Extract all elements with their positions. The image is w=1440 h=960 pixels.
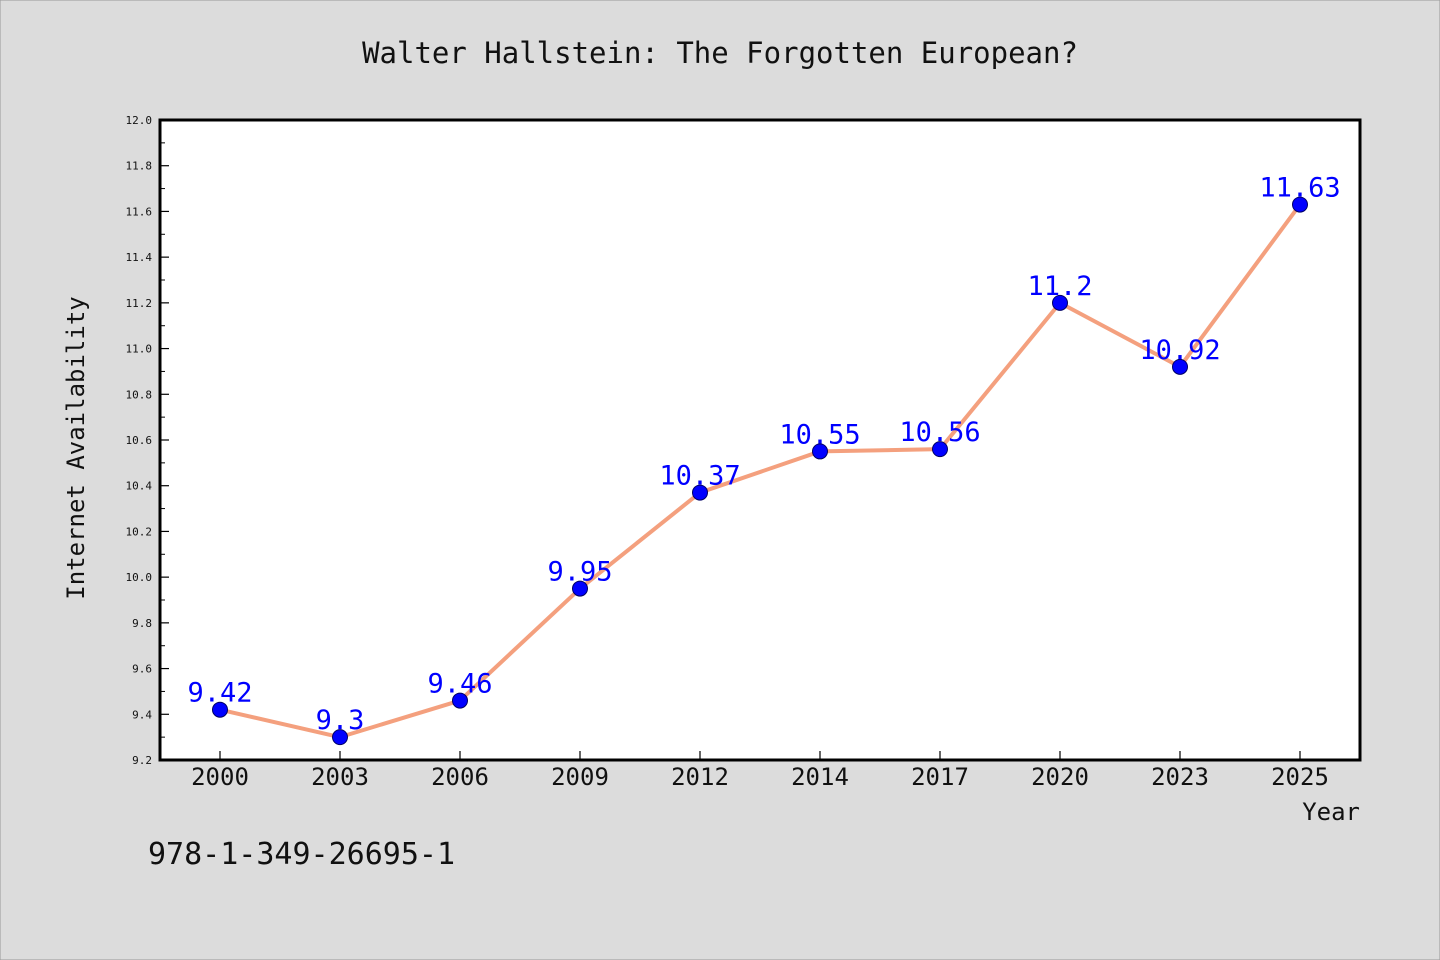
y-tick-label: 9.6: [132, 663, 152, 676]
y-tick-label: 9.2: [132, 754, 152, 767]
y-axis-label: Internet Availability: [62, 296, 90, 599]
data-label: 10.37: [659, 461, 740, 492]
y-tick-label: 10.4: [126, 480, 153, 493]
data-label: 10.56: [899, 417, 980, 448]
data-labels: 9.42 9.3 9.46 9.95 10.37 10.55 10.56 11.2 10.92 1…: [187, 173, 1340, 737]
data-point: [692, 484, 708, 501]
y-tick-label: 11.6: [126, 205, 153, 218]
y-tick-label: 11.0: [126, 343, 153, 356]
y-axis-ticks: 9.2 9.4 9.6 9.8 10.0 10.2 10.4 10.6 10.8 11.0 11.2…: [126, 114, 169, 767]
chart-title: Walter Hallstein: The Forgotten European…: [362, 36, 1078, 70]
data-label: 9.3: [316, 705, 365, 736]
y-tick-label: 10.2: [126, 525, 153, 538]
x-tick-label: 2003: [311, 763, 369, 791]
y-tick-label: 10.6: [126, 434, 153, 447]
data-label: 10.55: [779, 419, 860, 450]
x-tick-label: 2025: [1271, 763, 1329, 791]
y-tick-label: 9.8: [132, 617, 152, 630]
data-point: [812, 443, 828, 460]
y-tick-label: 11.8: [126, 160, 153, 173]
data-label: 11.2: [1027, 271, 1092, 302]
y-tick-label: 10.8: [126, 388, 153, 401]
data-label: 11.63: [1259, 173, 1340, 204]
x-axis-ticks: 2000 2003 2006 2009 2012 2014 2017 2020 2023 2025: [191, 751, 1329, 791]
x-tick-label: 2009: [551, 763, 609, 791]
data-label: 9.46: [427, 669, 492, 700]
x-tick-label: 2020: [1031, 763, 1089, 791]
x-tick-label: 2000: [191, 763, 249, 791]
x-axis-label: Year: [1302, 798, 1360, 826]
plot-frame: [158, 118, 1362, 762]
data-point: [932, 441, 948, 458]
data-point: [212, 701, 228, 718]
y-tick-label: 9.4: [132, 708, 152, 721]
data-point: [1052, 294, 1068, 311]
data-label: 10.92: [1139, 335, 1220, 366]
data-point: [332, 729, 348, 746]
data-label: 9.42: [187, 678, 252, 709]
data-point: [1172, 358, 1188, 375]
data-point: [452, 692, 468, 709]
data-point: [1292, 196, 1308, 213]
y-tick-label: 11.4: [126, 251, 153, 264]
series-markers: [212, 196, 1308, 746]
data-point: [572, 580, 588, 597]
x-tick-label: 2006: [431, 763, 489, 791]
data-label: 9.95: [547, 557, 612, 588]
y-tick-label: 12.0: [126, 114, 153, 127]
series-line: [218, 202, 1302, 740]
footer-isbn: 978-1-349-26695-1: [148, 837, 455, 872]
y-tick-label: 11.2: [126, 297, 153, 310]
plot-area: [160, 120, 1360, 760]
x-tick-label: 2012: [671, 763, 729, 791]
y-tick-label: 10.0: [126, 571, 153, 584]
x-tick-label: 2023: [1151, 763, 1209, 791]
x-tick-label: 2014: [791, 763, 849, 791]
series-lines: [218, 202, 1302, 740]
x-tick-label: 2017: [911, 763, 969, 791]
